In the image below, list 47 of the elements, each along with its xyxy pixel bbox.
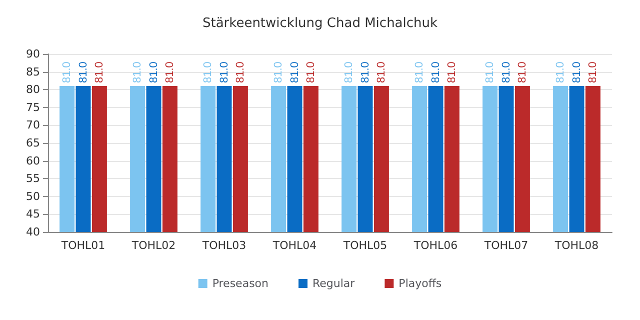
data-label: 81.0 <box>375 62 388 84</box>
data-label: 81.0 <box>516 62 528 84</box>
x-tick-label: TOHL04 <box>272 239 317 252</box>
x-tick-label: TOHL03 <box>201 239 246 252</box>
data-label: 81.0 <box>414 62 426 84</box>
x-tick-label: TOHL05 <box>342 239 388 252</box>
y-tick-label: 85 <box>26 65 40 78</box>
data-label: 81.0 <box>132 62 144 84</box>
data-label: 81.0 <box>359 62 372 84</box>
x-tick-label: TOHL02 <box>130 239 176 252</box>
data-label: 81.0 <box>343 62 356 84</box>
data-label: 81.0 <box>77 62 90 84</box>
y-tick-label: 75 <box>26 100 40 114</box>
data-label: 81.0 <box>586 62 599 84</box>
x-tick-label: TOHL01 <box>60 239 106 252</box>
y-tick-label: 65 <box>26 136 40 150</box>
data-label: 81.0 <box>430 62 442 84</box>
y-tick-label: 40 <box>26 226 40 238</box>
data-label: 81.0 <box>500 62 512 84</box>
data-label: 81.0 <box>484 62 496 84</box>
data-label: 81.0 <box>288 62 301 84</box>
y-tick-label: 90 <box>26 48 40 60</box>
data-label: 81.0 <box>554 62 567 84</box>
data-label: 81.0 <box>218 62 230 84</box>
data-label: 81.0 <box>570 62 583 84</box>
y-tick-label: 45 <box>26 208 40 221</box>
y-tick-label: 80 <box>26 83 40 96</box>
x-tick-label: TOHL06 <box>412 239 458 252</box>
data-label: 81.0 <box>272 62 285 84</box>
data-label: 81.0 <box>93 62 106 84</box>
data-label: 81.0 <box>202 62 214 84</box>
data-label: 81.0 <box>234 62 246 84</box>
legend-label: Playoffs <box>398 277 442 290</box>
legend-label: Regular <box>312 277 356 290</box>
data-label: 81.0 <box>61 62 74 84</box>
data-label: 81.0 <box>304 62 317 84</box>
x-tick-label: TOHL08 <box>554 239 599 252</box>
x-tick-label: TOHL07 <box>483 239 528 252</box>
data-label: 81.0 <box>148 62 160 84</box>
y-tick-label: 60 <box>26 154 40 168</box>
data-label: 81.0 <box>446 62 458 84</box>
legend-label: Preseason <box>212 277 269 290</box>
y-tick-label: 70 <box>26 118 40 132</box>
y-tick-label: 50 <box>26 190 40 203</box>
y-tick-label: 55 <box>26 172 40 186</box>
chart-title: Stärkeentwicklung Chad Michalchuk <box>202 16 438 31</box>
data-label: 81.0 <box>164 62 176 84</box>
